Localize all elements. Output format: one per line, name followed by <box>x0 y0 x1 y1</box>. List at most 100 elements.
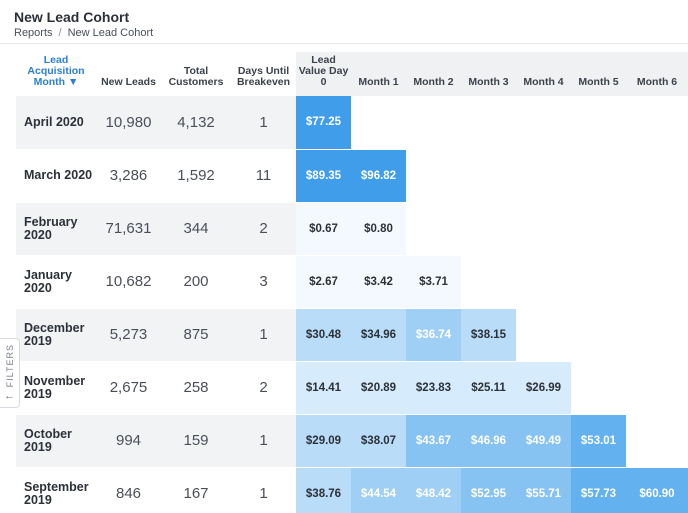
breadcrumb-separator: / <box>58 27 62 39</box>
cohort-value-cell: $34.96 <box>351 308 406 362</box>
cohort-value-cell: $29.09 <box>296 414 351 468</box>
cohort-value-cell: $57.73 <box>571 467 626 513</box>
cohort-value-cell: $38.76 <box>296 467 351 513</box>
empty-cell <box>461 255 516 309</box>
breadcrumb-current: New Lead Cohort <box>67 27 154 39</box>
cohort-value-cell: $96.82 <box>351 149 406 203</box>
empty-cell <box>571 308 626 362</box>
breakeven-days-value: 1 <box>231 308 296 362</box>
new-leads-value: 994 <box>96 414 161 468</box>
empty-cell <box>571 149 626 203</box>
cohort-month: September 2019 <box>16 467 96 513</box>
breakeven-days-value: 2 <box>231 361 296 415</box>
table-row: September 2019 846 167 1 $38.76 $44.54 $… <box>16 467 688 513</box>
total-customers-value: 344 <box>161 202 231 256</box>
new-leads-value: 10,682 <box>96 255 161 309</box>
empty-cell <box>461 202 516 256</box>
empty-cell <box>626 361 688 415</box>
column-header-days-until-breakeven[interactable]: Days Until Breakeven <box>236 65 291 88</box>
total-customers-value: 1,592 <box>161 149 231 203</box>
column-header-lead-acquisition-month[interactable]: Lead Acquisition Month ▼ <box>27 54 85 88</box>
empty-cell <box>571 361 626 415</box>
column-header-month-5[interactable]: Month 5 <box>571 52 626 96</box>
cohort-value-cell: $52.95 <box>461 467 516 513</box>
total-customers-value: 159 <box>161 414 231 468</box>
empty-cell <box>516 255 571 309</box>
column-header-day-0[interactable]: Lead Value Day 0 <box>296 52 351 96</box>
cohort-month: April 2020 <box>16 96 96 150</box>
total-customers-value: 200 <box>161 255 231 309</box>
cohort-value-cell: $23.83 <box>406 361 461 415</box>
page-header: New Lead Cohort Reports / New Lead Cohor… <box>0 0 688 44</box>
table-header-row: Lead Acquisition Month ▼ New Leads Total… <box>16 52 688 96</box>
empty-cell <box>406 202 461 256</box>
cohort-value-cell: $44.54 <box>351 467 406 513</box>
empty-cell <box>571 255 626 309</box>
breadcrumb-reports[interactable]: Reports <box>14 27 53 39</box>
cohort-value-cell: $20.89 <box>351 361 406 415</box>
total-customers-value: 258 <box>161 361 231 415</box>
cohort-month: January 2020 <box>16 255 96 309</box>
cohort-value-cell: $46.96 <box>461 414 516 468</box>
filters-label: FILTERS <box>4 343 15 388</box>
empty-cell <box>626 255 688 309</box>
empty-cell <box>351 96 406 150</box>
cohort-value-cell: $53.01 <box>571 414 626 468</box>
cohort-value-cell: $36.74 <box>406 308 461 362</box>
column-header-month-1[interactable]: Month 1 <box>351 52 406 96</box>
cohort-month: December 2019 <box>16 308 96 362</box>
column-header-total-customers[interactable]: Total Customers <box>168 65 224 88</box>
cohort-table: Lead Acquisition Month ▼ New Leads Total… <box>16 52 688 513</box>
breakeven-days-value: 2 <box>231 202 296 256</box>
cohort-month: March 2020 <box>16 149 96 203</box>
cohort-value-cell: $0.80 <box>351 202 406 256</box>
cohort-value-cell: $49.49 <box>516 414 571 468</box>
cohort-value-cell: $43.67 <box>406 414 461 468</box>
table-row: December 2019 5,273 875 1 $30.48 $34.96 … <box>16 308 688 362</box>
empty-cell <box>461 149 516 203</box>
cohort-value-cell: $25.11 <box>461 361 516 415</box>
new-leads-value: 2,675 <box>96 361 161 415</box>
column-header-month-3[interactable]: Month 3 <box>461 52 516 96</box>
cohort-value-cell: $38.15 <box>461 308 516 362</box>
breakeven-days-value: 1 <box>231 414 296 468</box>
empty-cell <box>626 96 688 150</box>
table-row: February 2020 71,631 344 2 $0.67 $0.80 <box>16 202 688 256</box>
new-leads-value: 71,631 <box>96 202 161 256</box>
breakeven-days-value: 1 <box>231 96 296 150</box>
cohort-value-cell: $48.42 <box>406 467 461 513</box>
empty-cell <box>516 202 571 256</box>
cohort-value-cell: $3.71 <box>406 255 461 309</box>
cohort-value-cell: $0.67 <box>296 202 351 256</box>
empty-cell <box>626 308 688 362</box>
cohort-value-cell: $89.35 <box>296 149 351 203</box>
empty-cell <box>571 96 626 150</box>
cohort-value-cell: $60.90 <box>626 467 688 513</box>
breakeven-days-value: 3 <box>231 255 296 309</box>
empty-cell <box>406 96 461 150</box>
empty-cell <box>406 149 461 203</box>
cohort-value-cell: $38.07 <box>351 414 406 468</box>
cohort-value-cell: $55.71 <box>516 467 571 513</box>
cohort-value-cell: $26.99 <box>516 361 571 415</box>
cohort-value-cell: $77.25 <box>296 96 351 150</box>
empty-cell <box>571 202 626 256</box>
column-header-month-2[interactable]: Month 2 <box>406 52 461 96</box>
table-row: November 2019 2,675 258 2 $14.41 $20.89 … <box>16 361 688 415</box>
column-header-new-leads[interactable]: New Leads <box>101 76 156 88</box>
table-row: March 2020 3,286 1,592 11 $89.35 $96.82 <box>16 149 688 203</box>
column-header-month-6[interactable]: Month 6 <box>626 52 688 96</box>
column-header-month-4[interactable]: Month 4 <box>516 52 571 96</box>
table-row: January 2020 10,682 200 3 $2.67 $3.42 $3… <box>16 255 688 309</box>
cohort-value-cell: $14.41 <box>296 361 351 415</box>
table-row: April 2020 10,980 4,132 1 $77.25 <box>16 96 688 150</box>
breakeven-days-value: 1 <box>231 467 296 513</box>
cohort-value-cell: $2.67 <box>296 255 351 309</box>
arrow-left-icon: ← <box>4 390 15 403</box>
new-leads-value: 5,273 <box>96 308 161 362</box>
empty-cell <box>626 202 688 256</box>
breadcrumb: Reports / New Lead Cohort <box>14 27 153 39</box>
total-customers-value: 4,132 <box>161 96 231 150</box>
page-title: New Lead Cohort <box>14 9 130 25</box>
filters-toggle[interactable]: FILTERS ← <box>0 338 20 408</box>
